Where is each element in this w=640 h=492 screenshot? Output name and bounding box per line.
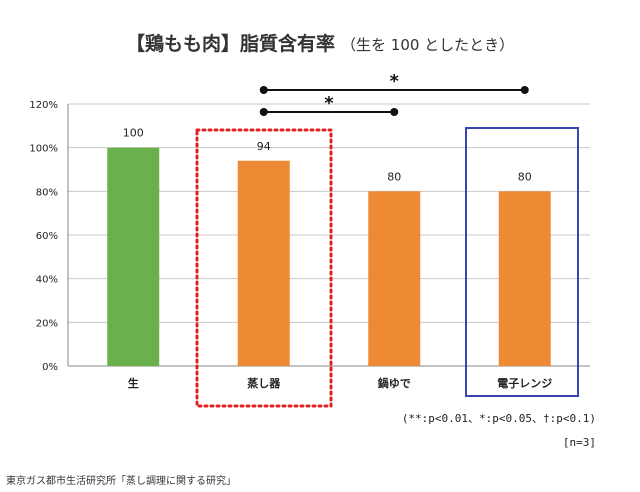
y-tick-label: 100%: [29, 144, 58, 155]
significance-dot: [390, 108, 399, 116]
category-label: 蒸し器: [247, 376, 281, 390]
y-tick-label: 120%: [29, 100, 58, 111]
y-tick-label: 60%: [36, 231, 58, 242]
steamer-highlight-box: [195, 128, 333, 408]
y-tick-label: 80%: [36, 187, 58, 198]
bar: [237, 160, 290, 366]
category-label: 生: [128, 376, 139, 390]
chart-subtitle: （生を 100 としたとき）: [341, 36, 514, 54]
significance-dot: [259, 86, 268, 94]
source-credit: 東京ガス都市生活研究所「蒸し調理に関する研究」: [6, 474, 236, 487]
significance-dot: [520, 86, 529, 94]
data-label: 80: [387, 170, 401, 183]
significance-mark: *: [390, 71, 400, 92]
bar: [107, 147, 160, 366]
significance-mark: *: [324, 93, 334, 114]
data-label: 94: [257, 140, 271, 153]
significance-note: (**:p<0.01、*:p<0.05、†:p<0.1): [402, 412, 596, 425]
chart-title-main: 【鶏もも肉】脂質含有率: [126, 32, 335, 55]
bars: 100 生 94 蒸し器 80 鍋ゆで 80 電子レンジ: [107, 127, 552, 390]
bar: [368, 191, 421, 366]
sample-size-note: [n=3]: [563, 436, 596, 449]
category-label: 電子レンジ: [497, 377, 552, 390]
category-label: 鍋ゆで: [378, 376, 411, 390]
y-tick-label: 0%: [42, 362, 58, 373]
significance-brackets: **: [259, 71, 529, 116]
y-axis: 0% 20% 40% 60% 80% 100% 120%: [29, 100, 69, 373]
data-label: 100: [123, 127, 144, 140]
y-tick-label: 40%: [36, 275, 58, 286]
data-label: 80: [518, 170, 532, 183]
significance-dot: [259, 108, 268, 116]
bar: [498, 191, 551, 366]
microwave-highlight-box: [465, 127, 579, 397]
y-tick-label: 20%: [36, 318, 58, 329]
chart-title: 【鶏もも肉】脂質含有率 （生を 100 としたとき）: [126, 32, 514, 55]
